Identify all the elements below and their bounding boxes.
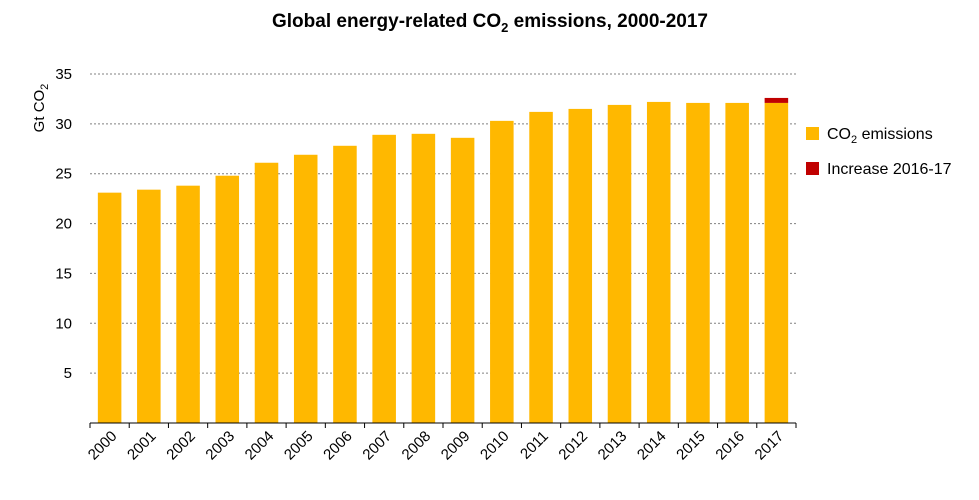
- bar-co2-emissions: [568, 108, 593, 424]
- bar-co2-emissions: [372, 134, 396, 423]
- bar-co2-emissions: [293, 154, 318, 424]
- y-tick-label: 30: [55, 116, 72, 133]
- y-tick-label: 25: [55, 166, 72, 183]
- x-tick-label: 2000: [85, 428, 121, 464]
- x-tick-label: 2011: [517, 428, 552, 463]
- x-tick-label: 2007: [359, 428, 395, 464]
- chart-title-part: emissions, 2000-2017: [508, 11, 708, 32]
- bar-co2-emissions: [333, 145, 357, 423]
- bar-co2-emissions: [215, 175, 240, 423]
- y-axis-label-part: Gt CO: [31, 90, 48, 133]
- x-tick-label: 2013: [595, 428, 631, 464]
- y-axis-label-subscript: 2: [39, 84, 51, 90]
- bar-co2-emissions: [176, 185, 200, 423]
- x-tick-label: 2002: [163, 428, 199, 464]
- x-tick-label: 2016: [712, 428, 748, 464]
- chart-title-subscript: 2: [501, 20, 508, 35]
- y-tick-label: 10: [55, 315, 72, 332]
- y-tick-label: 35: [55, 66, 72, 83]
- bar-co2-emissions: [764, 102, 789, 423]
- x-tick-label: 2015: [673, 428, 709, 464]
- bar-co2-emissions: [646, 101, 671, 424]
- x-tick-label: 2010: [477, 428, 513, 464]
- bar-co2-emissions: [97, 192, 122, 423]
- bar-co2-emissions: [137, 189, 161, 423]
- x-tick-label: 2006: [320, 428, 356, 464]
- bar-co2-emissions: [254, 162, 279, 423]
- bar-co2-emissions: [529, 111, 553, 424]
- y-tick-label: 5: [64, 365, 72, 382]
- x-tick-label: 2004: [242, 428, 278, 464]
- bar-co2-emissions: [607, 104, 632, 423]
- legend-swatch: [806, 127, 819, 140]
- gridlines: [90, 73, 796, 374]
- y-tick-label: 15: [55, 265, 72, 282]
- x-tick-label: 2012: [555, 428, 591, 464]
- bar-increase: [764, 97, 789, 103]
- x-tick-label: 2017: [752, 428, 788, 464]
- bars: [97, 97, 789, 424]
- x-tick-label: 2008: [399, 428, 435, 464]
- bar-co2-emissions: [686, 102, 710, 423]
- x-tick-label: 2003: [202, 428, 238, 464]
- bar-co2-emissions: [725, 102, 749, 423]
- x-tick-label: 2014: [634, 428, 670, 464]
- x-tick-label: 2001: [124, 428, 160, 464]
- chart-title-part: Global energy-related CO: [272, 11, 501, 32]
- legend-label: CO2 emissions: [827, 126, 933, 146]
- chart-title: Global energy-related CO2 emissions, 200…: [272, 11, 708, 35]
- x-tick-label: 2005: [281, 428, 317, 464]
- bar-co2-emissions: [411, 133, 436, 424]
- x-tick-label: 2009: [438, 428, 474, 464]
- legend-swatch: [806, 162, 819, 175]
- y-tick-label: 20: [55, 216, 72, 233]
- bar-co2-emissions: [450, 137, 475, 423]
- legend-label: Increase 2016-17: [827, 161, 952, 178]
- y-axis-label: Gt CO2: [31, 84, 51, 133]
- bar-co2-emissions: [490, 120, 514, 423]
- legend: CO2 emissions Increase 2016-17: [806, 126, 952, 178]
